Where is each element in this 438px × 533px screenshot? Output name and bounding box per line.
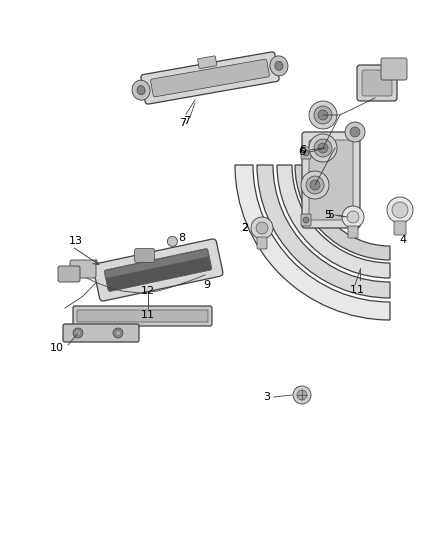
Text: 11: 11	[141, 310, 155, 320]
Circle shape	[113, 328, 123, 338]
FancyBboxPatch shape	[105, 249, 208, 278]
Circle shape	[116, 330, 120, 335]
Circle shape	[303, 150, 309, 156]
Wedge shape	[235, 165, 390, 320]
FancyBboxPatch shape	[394, 221, 406, 235]
Circle shape	[303, 217, 309, 223]
Text: 7: 7	[180, 118, 187, 128]
Circle shape	[347, 211, 359, 223]
Text: 7: 7	[184, 116, 191, 126]
Circle shape	[314, 106, 332, 124]
Circle shape	[342, 206, 364, 228]
Wedge shape	[257, 165, 390, 298]
Text: 6: 6	[299, 145, 306, 155]
FancyBboxPatch shape	[77, 310, 208, 322]
Circle shape	[309, 134, 337, 162]
Circle shape	[306, 176, 324, 194]
Circle shape	[73, 328, 83, 338]
Circle shape	[392, 202, 408, 218]
FancyBboxPatch shape	[357, 65, 397, 101]
Circle shape	[75, 330, 81, 335]
Circle shape	[318, 110, 328, 120]
FancyBboxPatch shape	[362, 70, 392, 96]
Text: 13: 13	[69, 236, 83, 246]
Circle shape	[350, 127, 360, 137]
Ellipse shape	[275, 61, 283, 70]
FancyBboxPatch shape	[58, 266, 80, 282]
FancyBboxPatch shape	[151, 59, 269, 97]
Circle shape	[297, 390, 307, 400]
Wedge shape	[277, 165, 390, 278]
Text: 6: 6	[298, 147, 305, 157]
Text: 2: 2	[241, 223, 248, 233]
Circle shape	[301, 171, 329, 199]
Text: 9: 9	[203, 280, 211, 290]
Circle shape	[345, 122, 365, 142]
Circle shape	[167, 237, 177, 246]
Ellipse shape	[137, 86, 145, 95]
FancyBboxPatch shape	[70, 260, 96, 278]
FancyBboxPatch shape	[198, 56, 217, 69]
Circle shape	[293, 386, 311, 404]
Circle shape	[251, 217, 273, 239]
Circle shape	[309, 101, 337, 129]
FancyBboxPatch shape	[104, 248, 212, 292]
FancyBboxPatch shape	[93, 239, 223, 301]
FancyBboxPatch shape	[309, 140, 353, 220]
Text: 2: 2	[241, 223, 248, 233]
Text: 8: 8	[178, 233, 185, 244]
Text: 4: 4	[399, 235, 406, 245]
Text: 12: 12	[141, 286, 155, 296]
Circle shape	[314, 139, 332, 157]
Ellipse shape	[132, 80, 150, 100]
FancyBboxPatch shape	[134, 248, 155, 262]
FancyBboxPatch shape	[302, 132, 360, 228]
Ellipse shape	[270, 56, 288, 76]
Circle shape	[256, 222, 268, 234]
FancyBboxPatch shape	[141, 52, 279, 104]
Wedge shape	[295, 165, 390, 260]
Circle shape	[387, 197, 413, 223]
FancyBboxPatch shape	[348, 226, 358, 238]
Text: 5: 5	[327, 210, 334, 220]
Text: 5: 5	[324, 210, 331, 220]
Text: 1: 1	[357, 285, 364, 295]
Circle shape	[318, 143, 328, 153]
FancyBboxPatch shape	[381, 58, 407, 80]
FancyBboxPatch shape	[63, 324, 139, 342]
FancyBboxPatch shape	[73, 306, 212, 326]
FancyBboxPatch shape	[301, 147, 311, 159]
FancyBboxPatch shape	[257, 237, 267, 249]
FancyBboxPatch shape	[301, 214, 311, 226]
Text: 1: 1	[350, 285, 357, 295]
Text: 3: 3	[263, 392, 270, 402]
Circle shape	[310, 180, 320, 190]
Text: 10: 10	[50, 343, 64, 353]
